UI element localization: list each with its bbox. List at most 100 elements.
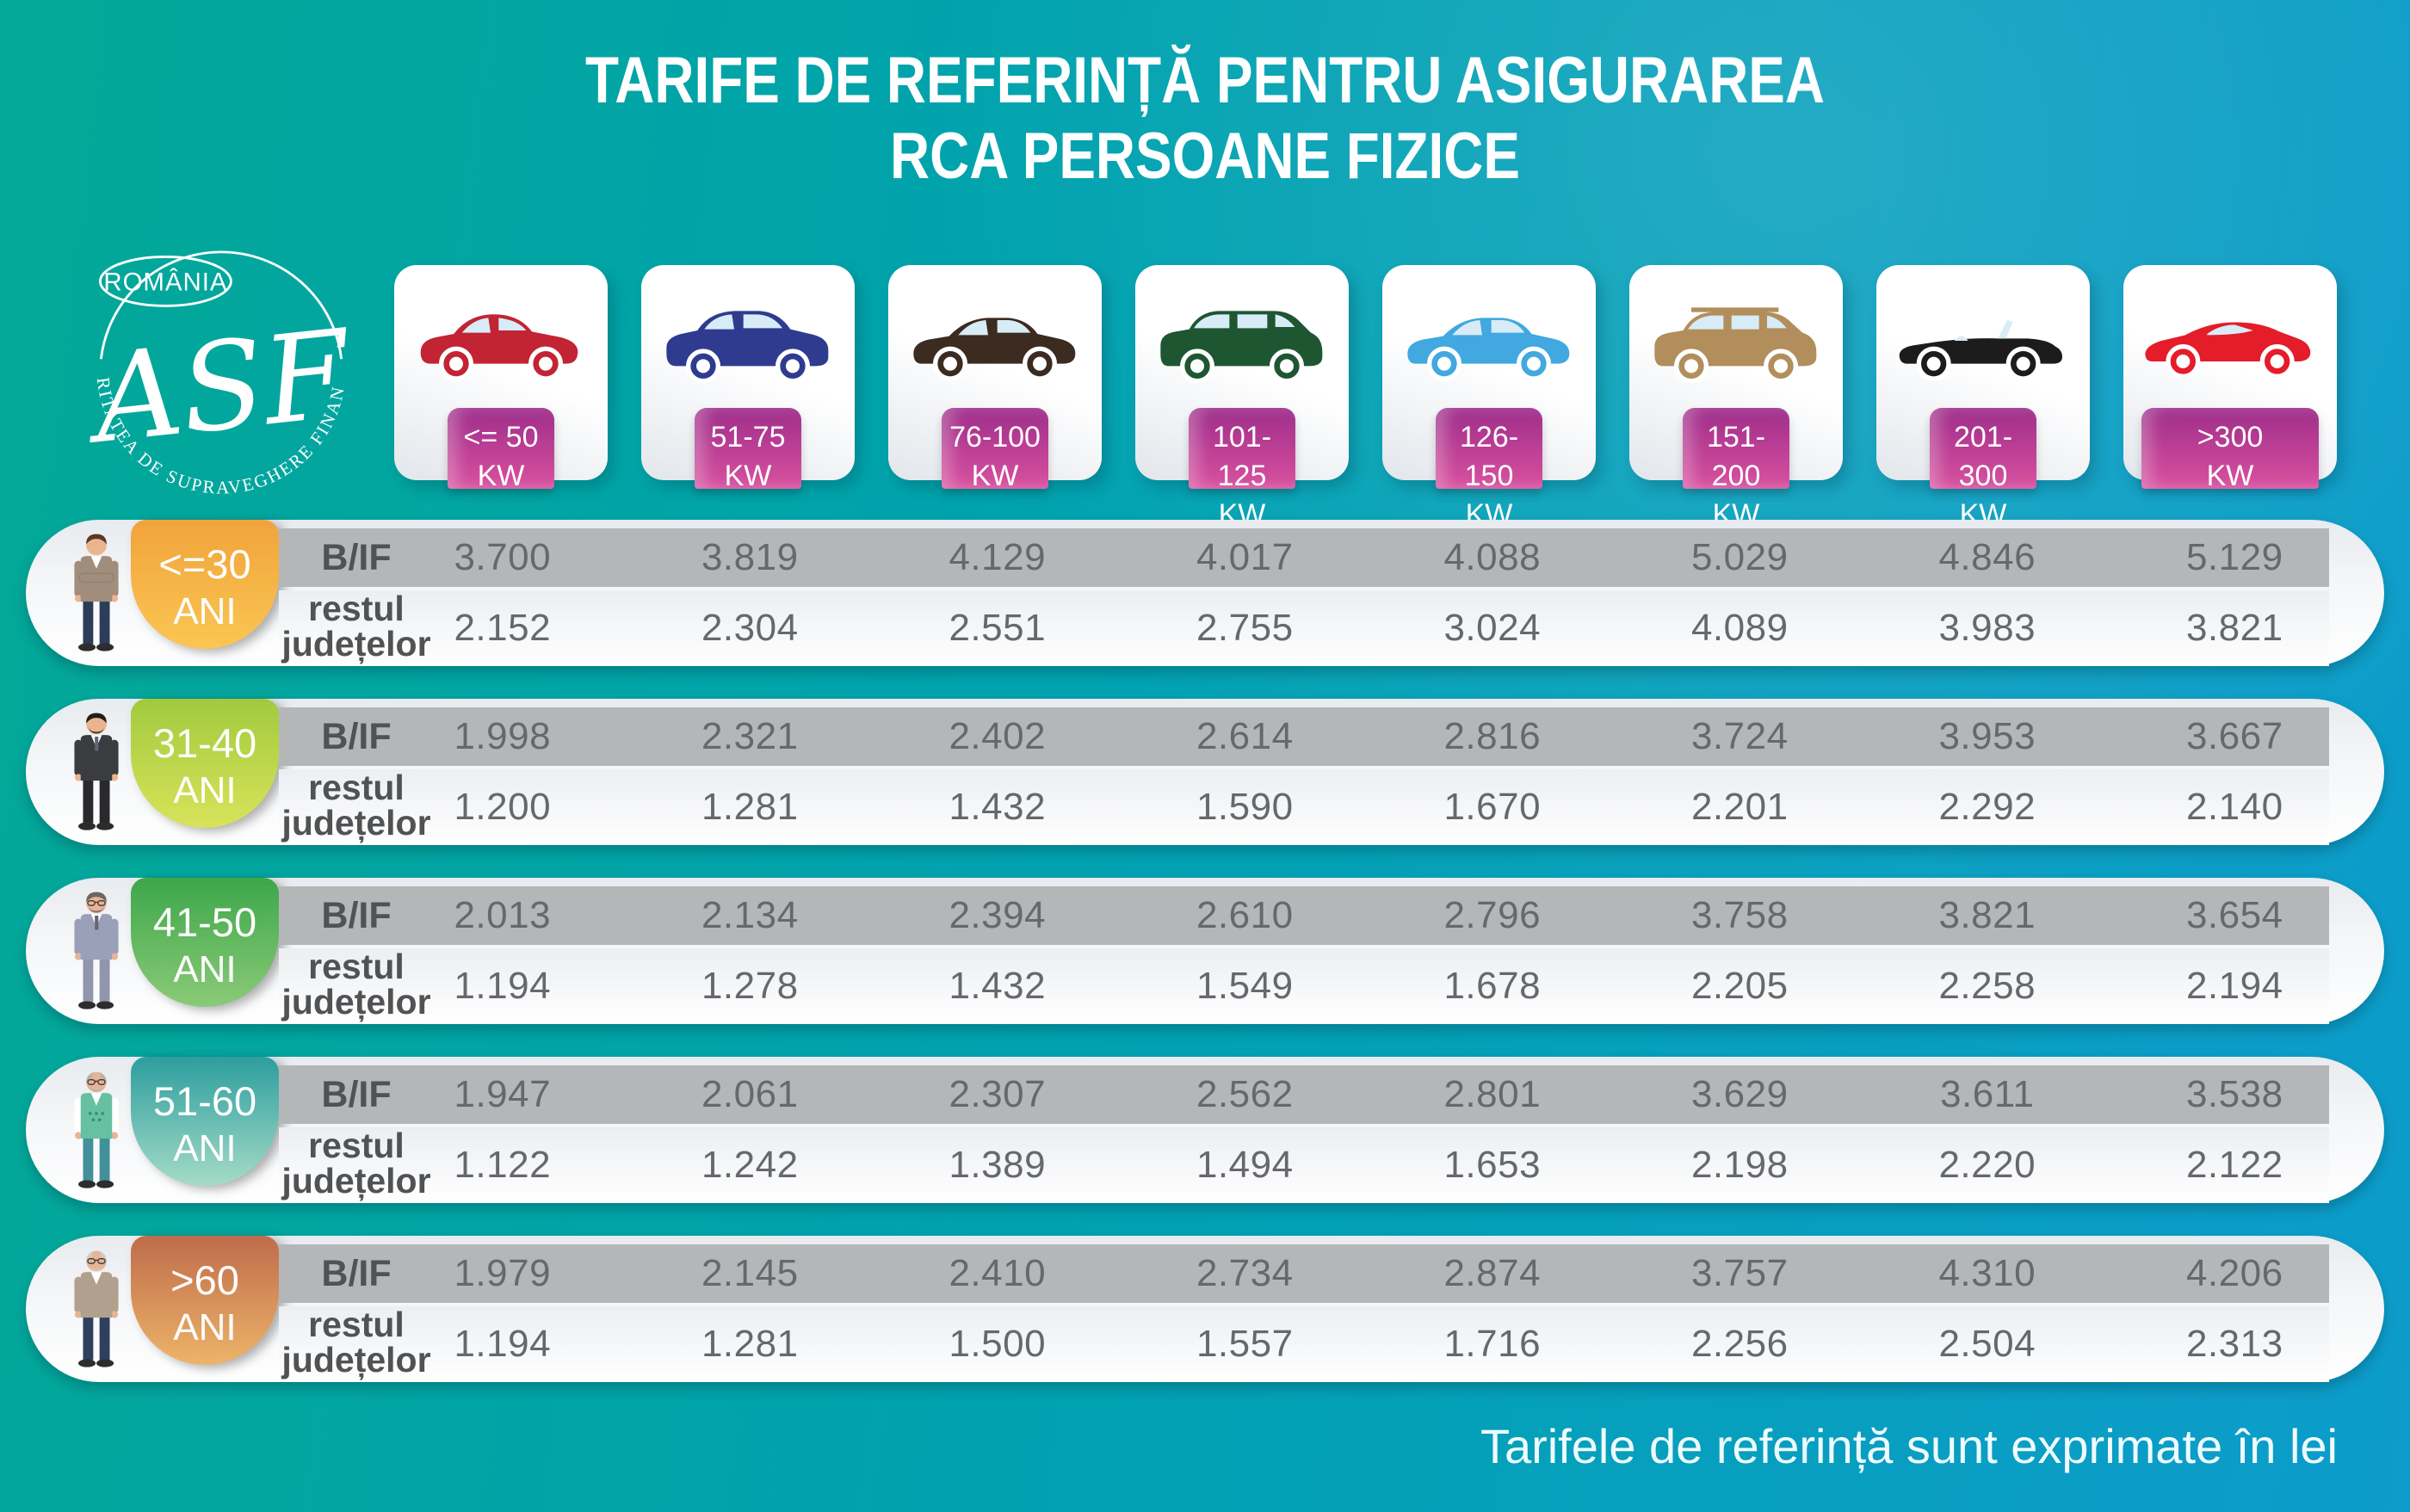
person-icon xyxy=(60,1244,133,1376)
bif-label: B/IF xyxy=(321,715,392,757)
power-category-card: 151-200 KW xyxy=(1629,265,1843,531)
rest-band xyxy=(279,1306,2329,1382)
age-unit-label: ANI xyxy=(173,768,237,812)
rest-label-line-2: județelor xyxy=(281,624,431,663)
tariff-value-rest: 2.194 xyxy=(2185,965,2283,1007)
age-range-label: 41-50 xyxy=(152,899,257,945)
person-icon xyxy=(60,1065,133,1197)
rest-label: restul județelor xyxy=(279,1301,434,1384)
kw-range-label: 126-150 xyxy=(1459,421,1519,492)
kw-range-label: 101-125 xyxy=(1212,421,1272,492)
tariff-value-rest: 1.281 xyxy=(701,1323,799,1365)
title-line-2: RCA PERSOANE FIZICE xyxy=(890,120,1520,194)
bif-values: 2.013 2.134 2.394 2.610 2.796 3.758 3.821 3.654 xyxy=(379,886,2358,945)
power-category-card: 201-300 KW xyxy=(1876,265,2090,531)
age-unit-label: ANI xyxy=(173,1305,237,1348)
power-columns: <= 50 KW 51-75 KW 76-100 KW 101-125 KW 1… xyxy=(394,265,2337,531)
rest-label-line-1: restul xyxy=(308,947,405,986)
tariff-value-bif: 2.796 xyxy=(1443,894,1542,936)
tariff-value-bif: 3.819 xyxy=(701,536,799,578)
tariff-value-bif: 4.017 xyxy=(1196,536,1294,578)
tariff-value-rest: 3.983 xyxy=(1938,607,2036,649)
tariff-value-bif: 2.816 xyxy=(1443,715,1542,757)
tariff-value-bif: 2.610 xyxy=(1196,894,1294,936)
tariff-value-bif: 4.206 xyxy=(2185,1252,2283,1294)
car-icon-hatchback xyxy=(415,294,587,387)
rest-values: 1.194 1.281 1.500 1.557 1.716 2.256 2.504 2.313 xyxy=(379,1306,2358,1382)
rest-band xyxy=(279,1127,2329,1203)
tariff-value-rest: 1.500 xyxy=(949,1323,1047,1365)
rest-label: restul județelor xyxy=(279,764,434,847)
rest-label: restul județelor xyxy=(279,585,434,668)
tariff-value-bif: 3.821 xyxy=(1938,894,2036,936)
kw-range-label: 76-100 xyxy=(949,421,1041,454)
kw-range-label: 151-200 xyxy=(1706,421,1766,492)
bif-band xyxy=(279,528,2329,587)
tariff-value-bif: 3.538 xyxy=(2185,1073,2283,1115)
tariff-value-bif: 2.307 xyxy=(949,1073,1047,1115)
tariff-value-rest: 2.504 xyxy=(1938,1323,2036,1365)
kw-badge: 76-100 KW xyxy=(942,408,1048,492)
power-category-card: <= 50 KW xyxy=(394,265,608,492)
tariff-value-rest: 1.557 xyxy=(1196,1323,1294,1365)
kw-unit-label: KW xyxy=(2206,459,2254,492)
tariff-value-bif: 1.947 xyxy=(454,1073,552,1115)
tariff-value-rest: 3.024 xyxy=(1443,607,1542,649)
kw-badge: 151-200 KW xyxy=(1683,408,1789,531)
tariff-value-rest: 2.122 xyxy=(2185,1144,2283,1186)
tariff-value-rest: 1.716 xyxy=(1443,1323,1542,1365)
rest-label-line-2: județelor xyxy=(281,1340,431,1379)
tariff-value-rest: 2.292 xyxy=(1938,786,2036,828)
tariff-value-bif: 3.654 xyxy=(2185,894,2283,936)
tariff-value-rest: 1.549 xyxy=(1196,965,1294,1007)
rest-label: restul județelor xyxy=(279,1122,434,1205)
tariff-value-bif: 2.013 xyxy=(454,894,552,936)
rest-band xyxy=(279,769,2329,845)
tariff-value-bif: 3.758 xyxy=(1690,894,1789,936)
tariff-value-rest: 1.432 xyxy=(949,965,1047,1007)
bif-values: 1.947 2.061 2.307 2.562 2.801 3.629 3.611 3.538 xyxy=(379,1065,2358,1124)
age-badge: 51-60 ANI xyxy=(131,1057,279,1186)
tariff-value-bif: 2.562 xyxy=(1196,1073,1294,1115)
tariff-value-rest: 1.432 xyxy=(949,786,1047,828)
kw-unit-label: KW xyxy=(971,459,1019,492)
tariff-value-bif: 4.088 xyxy=(1443,536,1542,578)
logo-circle-arc xyxy=(99,250,343,360)
tariff-value-rest: 2.551 xyxy=(949,607,1047,649)
person-icon xyxy=(60,886,133,1018)
car-icon-sports xyxy=(2144,294,2316,387)
power-category-card: 51-75 KW xyxy=(641,265,855,492)
bif-label: B/IF xyxy=(321,894,392,936)
kw-unit-label: KW xyxy=(724,459,772,492)
tariff-value-bif: 4.129 xyxy=(949,536,1047,578)
tariff-value-bif: 4.846 xyxy=(1938,536,2036,578)
tariff-value-bif: 2.321 xyxy=(701,715,799,757)
rest-label-line-1: restul xyxy=(308,589,405,628)
tariff-value-bif: 1.979 xyxy=(454,1252,552,1294)
age-unit-label: ANI xyxy=(173,589,237,633)
tariff-value-bif: 1.998 xyxy=(454,715,552,757)
kw-badge: <= 50 KW xyxy=(448,408,554,492)
tariff-value-rest: 2.140 xyxy=(2185,786,2283,828)
car-icon-suv-rails xyxy=(1650,294,1822,387)
tariff-value-bif: 3.629 xyxy=(1690,1073,1789,1115)
tariff-value-rest: 4.089 xyxy=(1690,607,1789,649)
power-category-card: 101-125 KW xyxy=(1135,265,1349,531)
kw-range-label: 51-75 xyxy=(710,421,786,454)
car-icon-convertible xyxy=(1897,294,2069,387)
age-unit-label: ANI xyxy=(173,1126,237,1169)
tariff-value-bif: 4.310 xyxy=(1938,1252,2036,1294)
age-range-label: 51-60 xyxy=(152,1078,257,1124)
tariff-value-bif: 3.700 xyxy=(454,536,552,578)
person-icon xyxy=(60,707,133,839)
kw-range-label: <= 50 xyxy=(463,421,539,454)
tariff-value-bif: 2.410 xyxy=(949,1252,1047,1294)
logo-country-oval xyxy=(98,255,232,307)
tariff-value-rest: 1.590 xyxy=(1196,786,1294,828)
rest-label: restul județelor xyxy=(279,943,434,1026)
tariff-value-bif: 2.061 xyxy=(701,1073,799,1115)
power-category-card: 76-100 KW xyxy=(888,265,1102,492)
tariff-value-bif: 2.134 xyxy=(701,894,799,936)
tariff-value-rest: 1.494 xyxy=(1196,1144,1294,1186)
car-icon-sedan xyxy=(1403,294,1575,387)
